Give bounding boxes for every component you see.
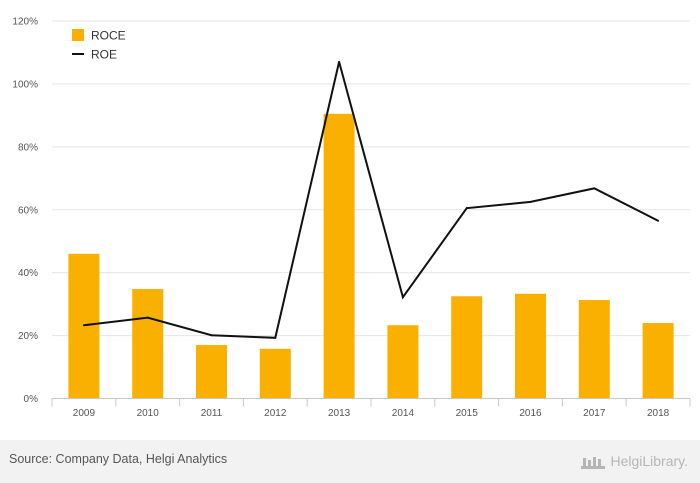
x-tick-label: 2012: [264, 408, 287, 419]
x-tick-label: 2009: [73, 408, 96, 419]
legend-swatch-roce: [72, 29, 84, 41]
helgi-library-logo: HelgiLibrary.: [580, 450, 688, 472]
roe-line-series: [82, 60, 660, 339]
x-tick-label: 2013: [328, 408, 351, 419]
roce-bar-2017: [578, 300, 610, 399]
roe-point-2011: [210, 334, 213, 337]
roce-bar-2016: [515, 293, 546, 399]
roe-point-2013: [338, 60, 341, 63]
roe-point-2012: [274, 336, 277, 339]
logo-text: HelgiLibrary.: [610, 453, 688, 469]
roe-point-2016: [529, 200, 532, 203]
y-tick-label: 120%: [12, 17, 38, 28]
y-axis-ticks: 0% 20% 40% 60% 80% 100% 120%: [12, 17, 38, 406]
roce-bar-2013: [323, 113, 355, 399]
y-tick-label: 80%: [18, 142, 38, 153]
x-tick-label: 2018: [647, 408, 670, 419]
roe-point-2014: [401, 296, 404, 299]
y-tick-label: 40%: [18, 268, 38, 279]
roce-bar-2015: [451, 296, 483, 399]
roe-line: [83, 61, 659, 339]
legend-label-roce: ROCE: [91, 29, 126, 43]
y-tick-label: 20%: [18, 331, 38, 342]
x-tick-label: 2017: [583, 408, 606, 419]
roce-bar-2011: [196, 345, 227, 399]
roe-point-2018: [657, 219, 660, 222]
x-axis: 2009 2010 2011 2012 2013 2014 2015 2016 2017 2018: [51, 398, 691, 419]
roce-bar-2018: [642, 323, 674, 399]
y-tick-label: 100%: [12, 79, 38, 90]
x-tick-label: 2015: [456, 408, 479, 419]
footer: Source: Company Data, Helgi Analytics He…: [0, 440, 700, 483]
roce-bars: [68, 113, 674, 399]
chart: 0%20%40%60%80%100%120% 2009 2010 2011 2012 2…: [12, 17, 691, 419]
y-tick-label: 0%: [24, 394, 39, 405]
roce-bar-2012: [259, 348, 291, 399]
x-tick-label: 2014: [392, 408, 415, 419]
roe-point-2010: [146, 316, 149, 319]
legend-label-roe: ROE: [91, 48, 117, 62]
x-tick-label: 2016: [519, 408, 542, 419]
roce-bar-2010: [132, 289, 164, 399]
roe-point-2017: [593, 187, 596, 190]
x-tick-label: 2011: [201, 408, 223, 419]
source-text: Source: Company Data, Helgi Analytics: [9, 452, 228, 466]
legend: ROCE ROE: [72, 29, 126, 62]
x-tick-label: 2010: [137, 408, 160, 419]
roe-point-2009: [82, 324, 85, 327]
library-building-icon: [581, 457, 606, 469]
roe-point-2015: [465, 207, 468, 210]
y-tick-label: 60%: [18, 205, 38, 216]
roce-bar-2014: [387, 325, 419, 399]
